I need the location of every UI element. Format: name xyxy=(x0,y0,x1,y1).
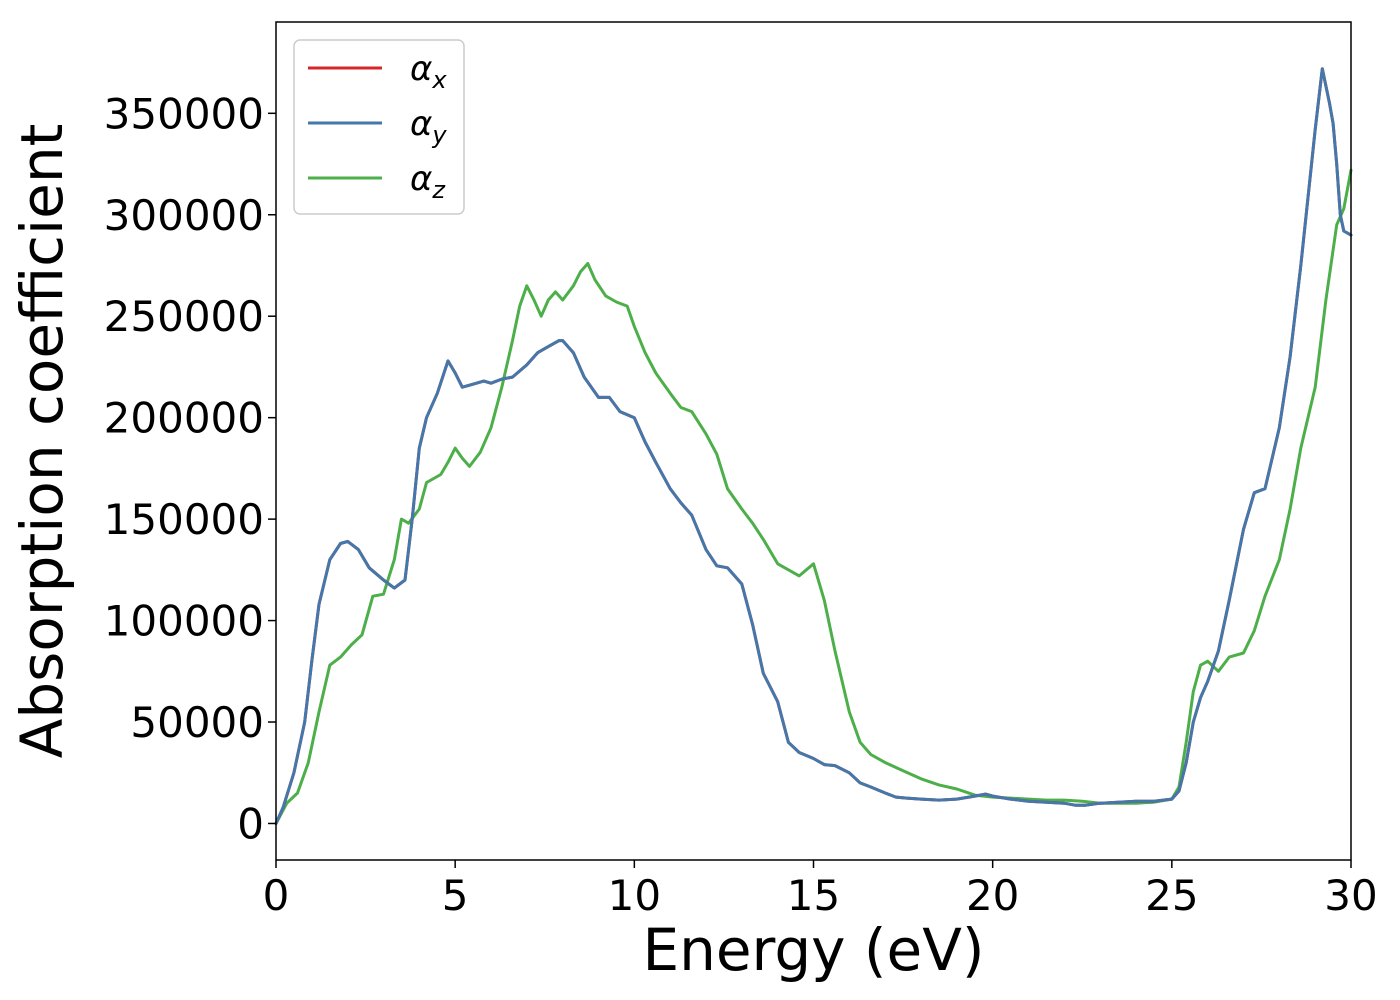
x-axis-ticks: 0 5 10 15 20 25 30 xyxy=(263,860,1378,920)
y-tick-label: 300000 xyxy=(104,191,264,240)
series-line-y xyxy=(274,67,1353,825)
legend-entry-y: αy xyxy=(308,104,447,149)
legend-entry-x: αx xyxy=(308,49,447,94)
x-tick-label: 0 xyxy=(263,871,290,920)
y-tick-label: 150000 xyxy=(104,495,264,544)
x-axis-title: Energy (eV) xyxy=(642,916,984,984)
legend-label: αx xyxy=(410,49,447,94)
legend-entry-z: αz xyxy=(308,159,446,204)
x-tick-label: 15 xyxy=(787,871,840,920)
x-tick-label: 25 xyxy=(1145,871,1198,920)
y-tick-label: 100000 xyxy=(104,597,264,646)
legend-label: αz xyxy=(410,159,446,204)
y-tick-label: 0 xyxy=(237,799,264,848)
y-tick-label: 200000 xyxy=(104,394,264,443)
plot-series xyxy=(274,67,1353,825)
legend: αx αy αz xyxy=(293,39,465,215)
legend-label: αy xyxy=(410,104,447,149)
y-axis-title: Absorption coefficient xyxy=(8,124,76,759)
y-tick-label: 350000 xyxy=(104,89,264,138)
y-tick-label: 250000 xyxy=(104,292,264,341)
y-axis-ticks: 0 50000 100000 150000 200000 250000 300000 3500… xyxy=(104,89,276,848)
x-tick-label: 5 xyxy=(442,871,469,920)
x-tick-label: 10 xyxy=(608,871,661,920)
y-tick-label: 50000 xyxy=(130,698,264,747)
series-line-z xyxy=(274,168,1353,825)
x-tick-label: 20 xyxy=(966,871,1019,920)
legend-box xyxy=(293,39,465,215)
x-tick-label: 30 xyxy=(1324,871,1377,920)
